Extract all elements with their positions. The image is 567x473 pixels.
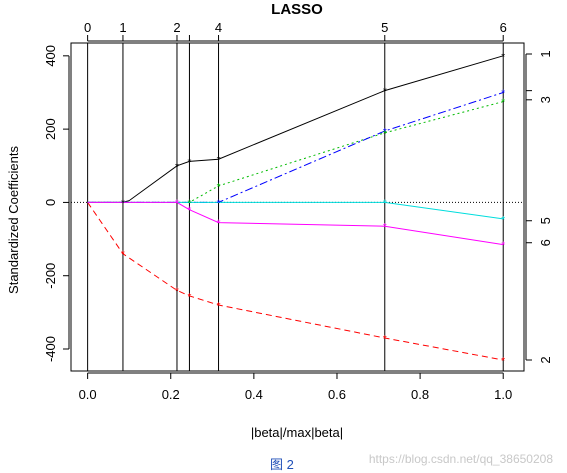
series-line-5 [87,201,504,246]
series-2-point-3: * [383,129,387,140]
plot-frame [70,42,525,372]
series-2-point-2: * [217,182,221,193]
right-tick-label-3: 6 [538,239,553,246]
series-5-point-3: * [217,219,221,230]
series-5-point-1: * [175,198,179,209]
top-tick-label-3: 4 [215,20,222,35]
series-line-2 [87,101,504,203]
series-1-point-2: * [175,286,179,297]
x-tick-label-0: 0.0 [79,387,97,402]
top-tick-label-5: 6 [500,20,507,35]
series-1-point-3: * [187,292,191,303]
right-tick-label-1: 3 [538,96,553,103]
chart-title: LASSO [271,1,323,18]
x-tick-label-5: 1.0 [494,387,512,402]
x-tick-label-1: 0.2 [162,387,180,402]
series-5-point-2: * [187,206,191,217]
series-5-point-5: * [501,241,505,252]
series-line-0 [87,55,504,203]
right-tick-label-2: 5 [538,217,553,224]
lasso-chart: ** * ***** **************** ** 0.0 0.2 0.4 0.6 0… [6,1,553,440]
top-tick-label-4: 5 [381,20,388,35]
series-1-point-5: * [383,334,387,345]
series-2-point-4: * [501,98,505,109]
series-3-point-2: * [383,127,387,138]
series-0-point-6: * [383,87,387,98]
y-axis-label: Standardized Coefficients [6,146,21,294]
series-1-point-1: * [121,250,125,261]
series-line-1 [87,202,504,361]
top-tick-label-1: 1 [119,20,126,35]
y-tick-label-0: -400 [43,336,58,362]
y-tick-label-3: 200 [43,118,58,140]
series-0-point-1: * [121,198,125,209]
x-axis-label: |beta|/max|beta| [251,425,343,440]
right-tick-label-0: 1 [538,50,553,57]
x-tick-label-3: 0.6 [328,387,346,402]
series-0-point-4: * [187,157,191,168]
step-lines [87,43,504,371]
series-markers: ** * ***** **************** ** [121,52,505,367]
caption-label: 图 2 [270,457,294,472]
series-0-point-3: * [175,162,179,173]
x-tick-label-4: 0.8 [411,387,429,402]
y-tick-label-4: 400 [43,45,58,67]
x-tick-label-2: 0.4 [245,387,263,402]
top-tick-label-2: 2 [173,20,180,35]
right-tick-label-4: 2 [538,356,553,363]
y-tick-label-1: -200 [43,263,58,289]
series-1-point-4: * [217,301,221,312]
top-tick-label-0: 0 [84,20,91,35]
y-tick-label-2: 0 [43,199,58,206]
series-1-point-6: * [501,356,505,367]
series-3-point-1: * [217,198,221,209]
series-5-point-4: * [383,222,387,233]
series-4-point-2: * [501,215,505,226]
series-4-point-1: * [383,198,387,209]
plot-area [70,42,525,372]
series-3-point-3: * [501,88,505,99]
series-0-point-7: * [501,52,505,63]
watermark: https://blog.csdn.net/qq_38650208 [368,452,553,466]
figure-caption: 图 2 https://blog.csdn.net/qq_38650208 [0,448,567,472]
series-0-point-5: * [217,155,221,166]
series-2-point-1: * [187,198,191,209]
axes: 0.0 0.2 0.4 0.6 0.8 1.0 -400 -200 0 200 400 0 1 2 4 5 6 1… [43,20,553,402]
series-line-4 [87,201,504,220]
series-lines [87,55,504,361]
